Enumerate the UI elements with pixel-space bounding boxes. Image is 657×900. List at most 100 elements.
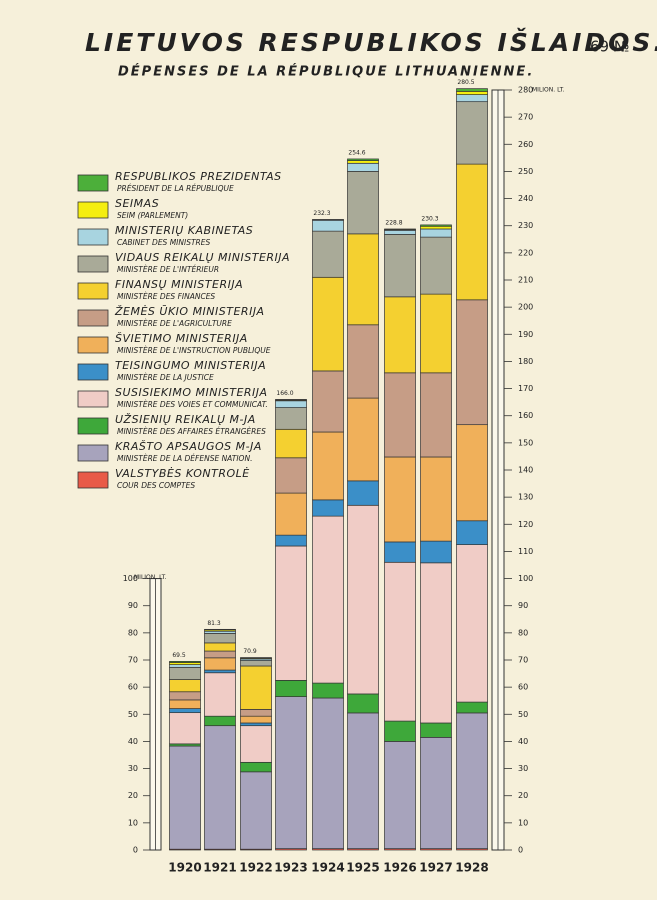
y-tick-label: 100 [518,574,533,583]
bar-segment [169,699,201,709]
x-tick-label: 1922 [239,861,272,875]
legend-swatch [77,417,109,435]
bar-segment [347,162,379,172]
total-label: 70.9 [243,648,257,655]
legend-swatch [77,363,109,381]
bar-segment [420,228,452,238]
x-tick-label: 1927 [419,861,452,875]
y-tick-label: 170 [518,384,533,393]
y-tick-label: 230 [518,221,533,230]
legend-label-fr: CABINET DES MINISTRES [117,238,210,247]
bar-segment [420,722,452,738]
total-label: 69.5 [172,652,186,659]
bar-segment [384,372,416,458]
legend-label-fr: SEIM (PARLEMENT) [117,211,188,220]
x-tick-label: 1928 [455,861,488,875]
y-tick-label: 50 [128,710,138,719]
bar-segment [384,234,416,298]
bar-segment [384,456,416,543]
bar-segment [275,399,307,401]
bar-segment [204,725,236,850]
bar-segment [456,299,488,426]
bar-segment [347,397,379,482]
bar-segment [384,720,416,742]
bar-segment [456,712,488,849]
legend-label: VIDAUS REIKALŲ MINISTERIJA [115,251,290,264]
legend-swatch [77,444,109,462]
bar-segment [169,745,201,850]
bar-segment [420,540,452,564]
legend-label-fr: MINISTÈRE DE L'INSTRUCTION PUBLIQUE [117,346,271,355]
bar-segment [347,171,379,235]
y-tick-label: 130 [518,493,533,502]
bar-segment [275,534,307,547]
bar-segment [275,407,307,430]
legend-swatch [77,201,109,219]
y-tick-label: 40 [518,737,528,746]
bar-segment [420,225,452,230]
bar-segment [275,457,307,494]
bar-segment [420,456,452,542]
legend-label-fr: MINISTÈRE DES FINANCES [117,292,215,301]
bar-segment [347,693,379,714]
chart-subtitle: DÉPENSES DE LA RÉPUBLIQUE LITHUANIENNE. [118,64,534,80]
bar-segment [275,400,307,408]
y-tick-label: 30 [518,764,528,773]
bar-segment [312,499,344,517]
bar-segment [275,680,307,697]
legend-swatch [77,309,109,327]
bar-segment [347,233,379,326]
bar-segment [420,562,452,724]
legend-label-fr: MINISTÈRE DES AFFAIRES ÉTRANGÈRES [117,427,266,436]
bar-segment [275,696,307,849]
y-tick-label: 10 [518,818,528,827]
y-tick-label: 220 [518,248,533,257]
bar-segment [240,660,272,667]
bar-segment [312,431,344,501]
bar-segment [347,160,379,164]
legend-swatch [77,174,109,192]
y-tick-label: 90 [518,601,528,610]
bar-segment [240,761,272,773]
y-tick-label: 190 [518,330,533,339]
bar-segment [204,650,236,659]
bar-segment [312,276,344,372]
legend-label-fr: PRÉSIDENT DE LA RÉPUBLIQUE [117,184,234,193]
y-tick-label: 150 [518,438,533,447]
x-tick-label: 1920 [168,861,201,875]
y-tick-label: 280 [518,86,533,95]
legend-swatch [77,336,109,354]
legend-label: MINISTERIŲ KABINETAS [115,224,253,237]
bar-segment [275,428,307,459]
y-tick-label: 140 [518,466,533,475]
bar-segment [384,541,416,563]
x-tick-label: 1926 [383,861,416,875]
legend-label-fr: MINISTÈRE DE LA JUSTICE [117,373,214,382]
y-tick-label: 270 [518,113,533,122]
y-unit: MILION. LT. [532,87,565,94]
legend-label: SEIMAS [115,197,159,210]
bar-segment [240,657,272,659]
y-tick-label: 120 [518,520,533,529]
bar-segment [384,561,416,722]
y-tick-label: 20 [128,791,138,800]
bar-segment [169,664,201,668]
bar-segment [456,544,488,703]
bar-segment [384,229,416,235]
legend-label: FINANSŲ MINISTERIJA [115,278,243,291]
bar-segment [169,691,201,701]
bar-segment [240,709,272,717]
total-label: 254.6 [348,149,365,156]
total-label: 81.3 [207,620,221,627]
y-tick-label: 60 [518,683,528,692]
bar-segment [420,224,452,227]
total-label: 166.0 [276,390,293,397]
bar-segment [384,296,416,374]
legend-label-fr: MINISTÈRE DE L'AGRICULTURE [117,319,232,328]
bar-segment [312,370,344,433]
legend-label: RESPUBLIKOS PREZIDENTAS [115,170,282,183]
bar-segment [420,372,452,458]
legend-label: UŽSIENIŲ REIKALŲ M-JA [115,413,256,426]
y-tick-label: 80 [128,628,138,637]
bar-segment [204,628,236,631]
